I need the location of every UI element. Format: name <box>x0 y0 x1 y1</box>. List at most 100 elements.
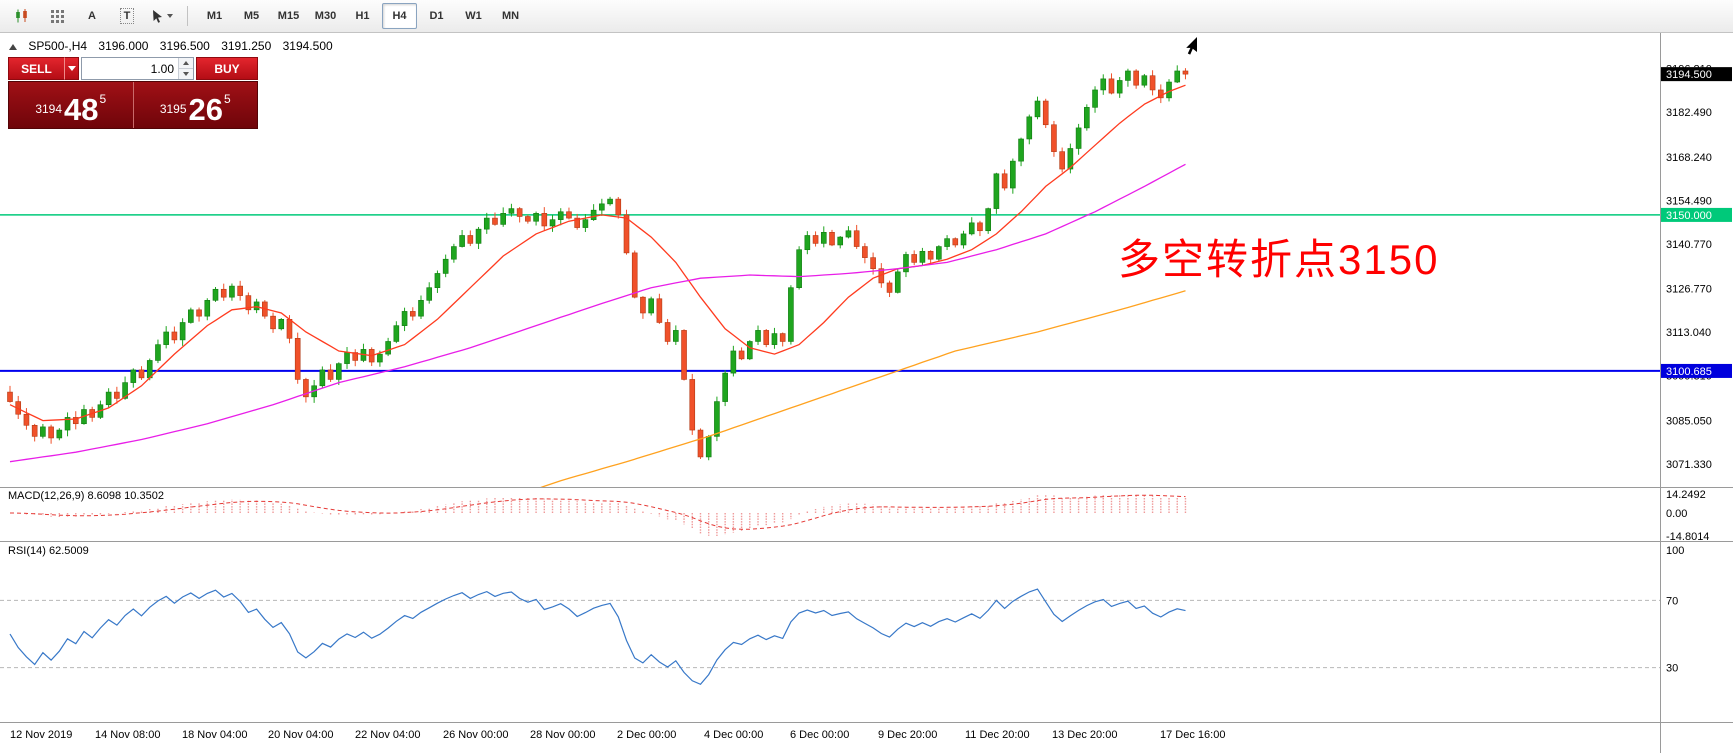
grid-icon <box>51 10 64 23</box>
timeframe-button-MN[interactable]: MN <box>501 10 520 22</box>
macd-indicator <box>9 494 1187 536</box>
caret-down-icon <box>67 66 76 71</box>
chart-plot-area[interactable] <box>0 33 1660 753</box>
text-tool-button[interactable]: T <box>111 3 143 29</box>
moving-averages <box>9 84 1186 487</box>
svg-text:22 Nov 04:00: 22 Nov 04:00 <box>355 729 420 741</box>
timeframe-button-H4[interactable]: H4 <box>382 3 417 29</box>
timeframe-button-M15[interactable]: M15 <box>277 10 300 22</box>
symbol-marker-icon <box>9 44 17 50</box>
price-scale[interactable]: 3196.2103182.4903168.2403154.4903140.770… <box>1666 64 1712 471</box>
volume-box <box>81 57 194 80</box>
sell-price-sup: 5 <box>99 92 107 106</box>
rsi-scale: 100 70 30 <box>1666 545 1684 675</box>
svg-text:70: 70 <box>1666 595 1678 607</box>
svg-text:0.00: 0.00 <box>1666 508 1687 520</box>
cursor-tool-button[interactable] <box>146 3 178 29</box>
timeframe-button-M30[interactable]: M30 <box>314 10 337 22</box>
svg-text:14.2492: 14.2492 <box>1666 489 1706 501</box>
buy-button-label: BUY <box>214 61 240 76</box>
ohlc-open: 3196.000 <box>98 39 149 53</box>
sell-options-caret-button[interactable] <box>64 57 79 80</box>
chart-type-button[interactable] <box>6 3 38 29</box>
svg-text:11 Dec 20:00: 11 Dec 20:00 <box>965 729 1030 741</box>
buy-price-big: 26 <box>188 91 223 127</box>
ohlc-high: 3196.500 <box>159 39 210 53</box>
ma-line-medium <box>9 163 1186 463</box>
sell-price-head: 3194 <box>35 102 63 116</box>
svg-text:3194.500: 3194.500 <box>1666 69 1712 81</box>
svg-text:3126.770: 3126.770 <box>1666 283 1712 295</box>
svg-text:3140.770: 3140.770 <box>1666 239 1712 251</box>
timeframe-button-M1[interactable]: M1 <box>206 10 223 22</box>
buy-price-sup: 5 <box>224 92 231 106</box>
macd-indicator-label: MACD(12,26,9) 8.6098 10.3502 <box>8 490 164 502</box>
svg-text:3168.240: 3168.240 <box>1666 152 1712 164</box>
price-badge: 3194.500 <box>1661 67 1732 82</box>
symbol-ohlc-bar: SP500-,H4 3196.000 3196.500 3191.250 319… <box>9 39 341 53</box>
ma-line-fast <box>9 84 1186 422</box>
cursor-icon <box>153 9 162 23</box>
buy-button[interactable]: BUY <box>196 57 258 80</box>
cursor-tool-caret-icon <box>167 14 173 18</box>
svg-text:30: 30 <box>1666 663 1678 675</box>
spinner-down-icon <box>183 72 189 76</box>
toolbar: A T M1 M5 M15 M30 H1 H4 D1 W1 MN <box>0 0 1733 33</box>
label-tool-glyph: A <box>88 10 96 22</box>
svg-text:3182.490: 3182.490 <box>1666 107 1712 119</box>
svg-text:2 Dec 00:00: 2 Dec 00:00 <box>617 729 676 741</box>
spinner-up-icon <box>183 61 189 65</box>
buy-price-display[interactable]: 3195 26 5 <box>132 82 258 128</box>
rsi-indicator-label: RSI(14) 62.5009 <box>8 545 89 557</box>
svg-text:18 Nov 04:00: 18 Nov 04:00 <box>182 729 247 741</box>
bid-ask-display: 3194 48 5 3195 26 5 <box>8 81 258 129</box>
sell-button[interactable]: SELL <box>8 57 64 80</box>
svg-text:3150.000: 3150.000 <box>1666 210 1712 222</box>
svg-text:3113.040: 3113.040 <box>1666 327 1711 339</box>
label-tool-button[interactable]: A <box>76 3 108 29</box>
chart-annotation-text: 多空转折点3150 <box>1118 236 1440 283</box>
timeframe-button-group: M1 M5 M15 M30 H1 H4 D1 W1 MN <box>197 3 528 29</box>
timeframe-button-W1[interactable]: W1 <box>465 10 482 22</box>
timeframe-button-M5[interactable]: M5 <box>243 10 260 22</box>
svg-text:3154.490: 3154.490 <box>1666 196 1712 208</box>
indicators-grid-button[interactable] <box>41 3 73 29</box>
one-click-trading-panel: SELL BUY 3194 48 5 319 <box>8 57 258 129</box>
svg-text:26 Nov 00:00: 26 Nov 00:00 <box>443 729 508 741</box>
svg-text:4 Dec 00:00: 4 Dec 00:00 <box>704 729 763 741</box>
rsi-indicator <box>0 588 1660 686</box>
svg-text:20 Nov 04:00: 20 Nov 04:00 <box>268 729 333 741</box>
sell-price-big: 48 <box>64 91 99 127</box>
mouse-cursor-icon <box>1186 37 1197 55</box>
ohlc-low: 3191.250 <box>221 39 272 53</box>
timeframe-button-H1[interactable]: H1 <box>355 10 370 22</box>
ma-line-slow <box>540 290 1186 487</box>
macd-scale: 14.2492 0.00 -14.8014 <box>1666 489 1709 543</box>
ohlc-close: 3194.500 <box>282 39 333 53</box>
svg-text:3085.050: 3085.050 <box>1666 415 1712 427</box>
price-badge: 3100.685 <box>1661 363 1732 378</box>
svg-text:6 Dec 00:00: 6 Dec 00:00 <box>790 729 849 741</box>
svg-text:12 Nov 2019: 12 Nov 2019 <box>10 729 72 741</box>
svg-text:9 Dec 20:00: 9 Dec 20:00 <box>878 729 937 741</box>
sell-price-display[interactable]: 3194 48 5 <box>9 82 133 128</box>
timeframe-button-D1[interactable]: D1 <box>429 10 444 22</box>
buy-price-head: 3195 <box>159 102 187 116</box>
svg-text:17 Dec 16:00: 17 Dec 16:00 <box>1160 729 1225 741</box>
volume-decrease-button[interactable] <box>179 69 193 79</box>
time-axis[interactable]: 12 Nov 2019 14 Nov 08:00 18 Nov 04:00 20 No… <box>10 729 1225 741</box>
horizontal-lines[interactable] <box>0 214 1660 372</box>
candlestick-series <box>7 65 1189 461</box>
svg-text:28 Nov 00:00: 28 Nov 00:00 <box>530 729 595 741</box>
volume-input[interactable] <box>82 58 177 79</box>
text-tool-glyph: T <box>119 8 135 24</box>
svg-text:-14.8014: -14.8014 <box>1666 531 1709 543</box>
svg-text:3100.685: 3100.685 <box>1666 366 1712 378</box>
svg-text:14 Nov 08:00: 14 Nov 08:00 <box>95 729 160 741</box>
sell-button-label: SELL <box>21 61 52 76</box>
volume-increase-button[interactable] <box>179 58 193 69</box>
svg-text:3071.330: 3071.330 <box>1666 459 1712 471</box>
volume-spinner <box>178 58 193 79</box>
